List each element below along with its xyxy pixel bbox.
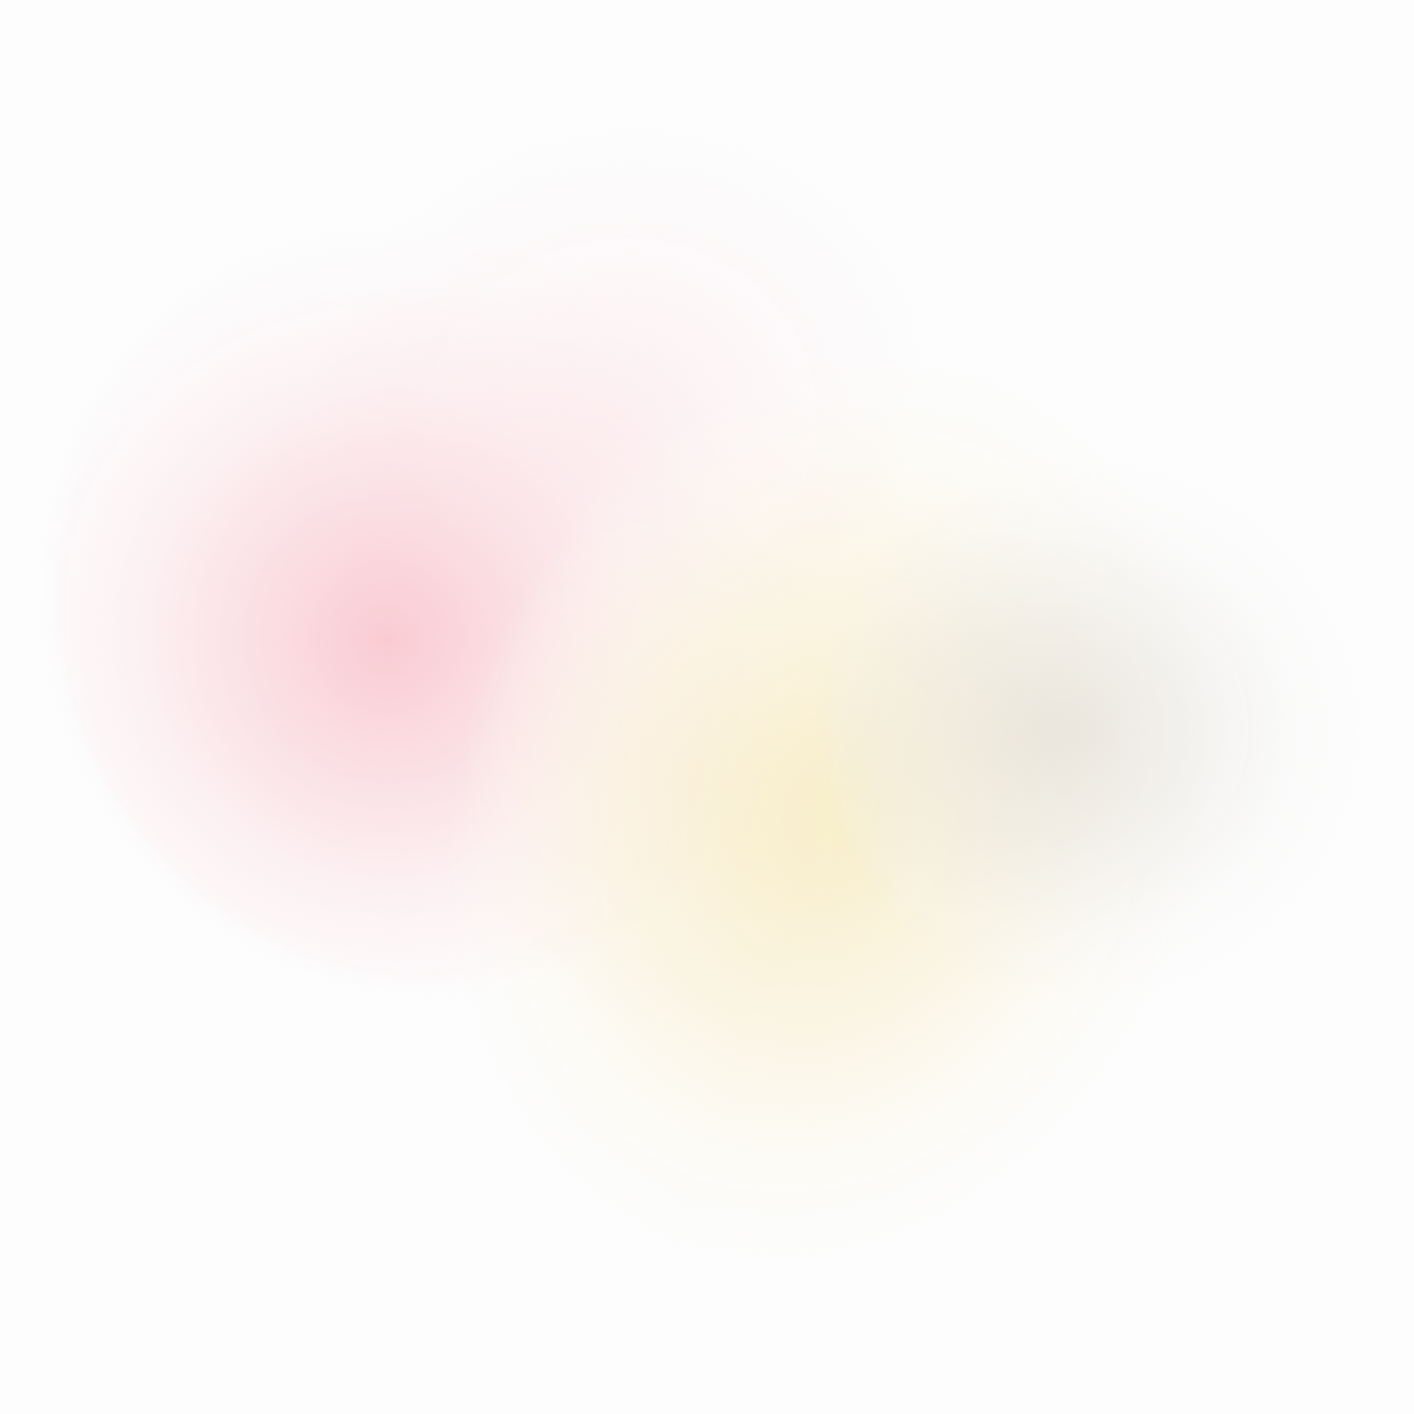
pink-glow-blob	[0, 110, 898, 1110]
pink-halo-blob	[229, 49, 991, 751]
yellow-glow-blob	[337, 264, 1323, 1356]
grey-shade-blob	[830, 470, 1350, 990]
blend-zone-blob	[419, 474, 961, 1086]
